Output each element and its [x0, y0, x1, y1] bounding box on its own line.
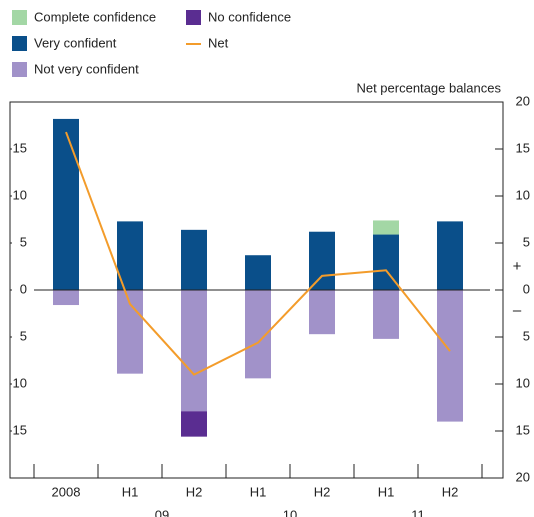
legend-label: No confidence	[208, 9, 291, 24]
legend-swatch	[186, 10, 201, 25]
year-label: 11	[411, 507, 425, 517]
y-axis-label: Net percentage balances	[356, 80, 501, 95]
legend-label: Very confident	[34, 35, 117, 50]
y-tick-label: 0	[523, 281, 530, 296]
x-tick-label: 2008	[52, 484, 81, 499]
y-tick-label: 15	[516, 140, 530, 155]
x-tick-label: H1	[250, 484, 267, 499]
y2-tick-label: 10	[13, 375, 27, 390]
y2-tick-label: 15	[13, 422, 27, 437]
bar	[181, 411, 207, 437]
x-tick-label: H2	[314, 484, 331, 499]
y-tick-label: 5	[523, 328, 530, 343]
legend-swatch	[12, 10, 27, 25]
net-line	[65, 131, 451, 376]
x-tick-label: H2	[186, 484, 203, 499]
bar	[437, 221, 463, 290]
y2-tick-label: 5	[20, 234, 27, 249]
bar	[245, 255, 271, 290]
bar	[373, 220, 399, 235]
bar	[309, 231, 335, 290]
y-tick-label: 5	[523, 234, 530, 249]
y-tick-label: 20	[516, 469, 530, 484]
legend-label: Net	[208, 35, 229, 50]
legend-swatch	[12, 36, 27, 51]
y2-tick-label: 10	[13, 187, 27, 202]
bar	[437, 290, 463, 422]
y2-tick-label: 15	[13, 140, 27, 155]
x-tick-label: H2	[442, 484, 459, 499]
bar	[53, 290, 79, 306]
y2-tick-label: 0	[20, 281, 27, 296]
legend-label: Not very confident	[34, 61, 139, 76]
legend-swatch	[12, 62, 27, 77]
y2-tick-label: 5	[20, 328, 27, 343]
y-tick-label: 15	[516, 422, 530, 437]
negative-sign: –	[513, 302, 522, 319]
y-tick-label: 10	[516, 375, 530, 390]
year-label: 09	[155, 507, 169, 517]
bar	[181, 290, 207, 412]
bar	[181, 229, 207, 290]
bar	[309, 290, 335, 335]
y-tick-label: 20	[516, 93, 530, 108]
legend-label: Complete confidence	[34, 9, 156, 24]
bar	[373, 290, 399, 339]
bar	[53, 118, 79, 290]
x-tick-label: H1	[378, 484, 395, 499]
positive-sign: +	[513, 258, 522, 275]
year-label: 10	[283, 507, 297, 517]
y-tick-label: 10	[516, 187, 530, 202]
x-tick-label: H1	[122, 484, 139, 499]
